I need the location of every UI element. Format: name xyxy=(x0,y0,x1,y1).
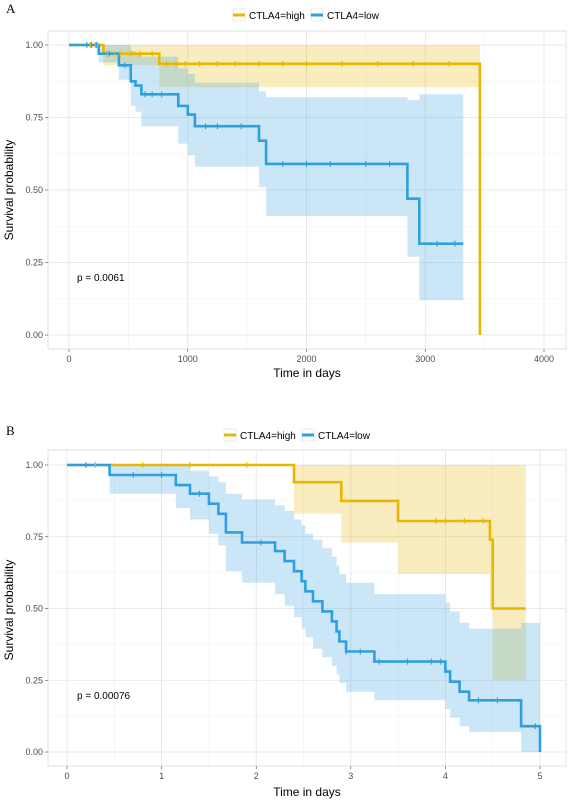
y-tick-label: 1.00 xyxy=(25,40,43,50)
x-tick-label: 3000 xyxy=(415,354,435,364)
panel-b-censor-marks xyxy=(85,462,536,730)
legend-label-low: CTLA4=low xyxy=(327,11,380,22)
x-tick-label: 4 xyxy=(443,771,448,781)
y-tick-label: 0.50 xyxy=(25,185,43,195)
y-tick-label: 1.00 xyxy=(25,460,43,470)
x-tick-label: 4000 xyxy=(534,354,554,364)
ci-band-ctla4-high xyxy=(69,45,480,88)
panel-b-legend: CTLA4=high CTLA4=low xyxy=(223,428,371,442)
panel-a-survival-curves xyxy=(69,43,482,335)
ci-band-ctla4-low xyxy=(67,465,540,752)
legend-label-low: CTLA4=low xyxy=(318,431,371,442)
panel-a-legend: CTLA4=high CTLA4=low xyxy=(232,8,380,22)
ci-band-ctla4-high xyxy=(67,465,526,681)
panel-a-y-axis-title: Survival probability xyxy=(2,140,16,241)
y-tick-label: 0.25 xyxy=(25,675,43,685)
panel-b-grid xyxy=(48,450,566,766)
survival-curve-ctla4-low xyxy=(69,43,464,245)
x-tick-label: 0 xyxy=(64,771,69,781)
panel-a-x-axis-title: Time in days xyxy=(273,366,341,380)
x-tick-label: 1 xyxy=(159,771,164,781)
panel-b-ci-bands xyxy=(67,465,540,752)
panel-b-plot-border xyxy=(47,449,567,767)
y-tick-label: 0.00 xyxy=(25,747,43,757)
panel-a: A CTLA4=high CTLA4=low 0 1000 2000 3000 4000… xyxy=(2,1,567,380)
ci-band-ctla4-low xyxy=(69,45,464,301)
panel-b-letter: B xyxy=(6,423,15,438)
panel-b-pvalue: p = 0.00076 xyxy=(77,691,131,702)
panel-a-ci-bands xyxy=(69,45,480,301)
panel-a-x-ticks: 0 1000 2000 3000 4000 xyxy=(66,349,554,364)
x-tick-label: 5 xyxy=(537,771,542,781)
survival-curve-ctla4-high xyxy=(67,463,526,610)
x-tick-label: 0 xyxy=(66,354,71,364)
panel-a-y-ticks: 0.00 0.25 0.50 0.75 1.00 xyxy=(25,40,48,340)
panel-a-pvalue: p = 0.0061 xyxy=(77,273,125,284)
panel-b-x-ticks: 0 1 2 3 4 5 xyxy=(64,766,543,781)
survival-curve-ctla4-high xyxy=(69,43,482,335)
survival-curve-ctla4-low xyxy=(67,463,542,752)
legend-label-high: CTLA4=high xyxy=(249,11,305,22)
y-tick-label: 0.25 xyxy=(25,258,43,268)
x-tick-label: 2000 xyxy=(296,354,316,364)
panel-b-y-axis-title: Survival probability xyxy=(2,560,16,661)
x-tick-label: 3 xyxy=(348,771,353,781)
y-tick-label: 0.50 xyxy=(25,604,43,614)
panel-a-censor-marks xyxy=(86,42,456,247)
panel-b-survival-curves xyxy=(67,463,542,752)
panel-a-letter: A xyxy=(6,1,16,16)
y-tick-label: 0.75 xyxy=(25,532,43,542)
legend-label-high: CTLA4=high xyxy=(240,431,296,442)
panel-b-x-axis-title: Time in days xyxy=(273,785,341,799)
y-tick-label: 0.75 xyxy=(25,113,43,123)
x-tick-label: 2 xyxy=(254,771,259,781)
y-tick-label: 0.00 xyxy=(25,330,43,340)
x-tick-label: 1000 xyxy=(178,354,198,364)
panel-b-y-ticks: 0.00 0.25 0.50 0.75 1.00 xyxy=(25,460,48,757)
